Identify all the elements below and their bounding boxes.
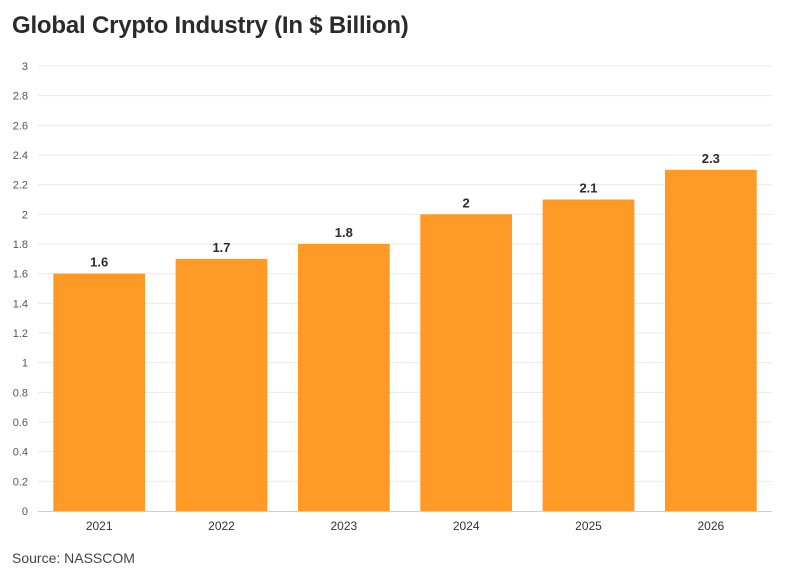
bar-2021 [53, 273, 146, 511]
bar-2022 [175, 258, 268, 511]
x-tick-label: 2021 [86, 519, 113, 533]
y-tick-label: 0.2 [13, 476, 28, 488]
y-tick-label: 0.8 [13, 387, 28, 399]
y-tick-label: 1.8 [13, 239, 28, 251]
y-tick-label: 2 [22, 209, 28, 221]
y-tick-label: 1.2 [13, 328, 28, 340]
y-tick-label: 1.4 [13, 298, 28, 310]
y-tick-label: 0 [22, 506, 28, 518]
y-tick-label: 2.6 [13, 120, 28, 132]
bar-2023 [297, 244, 390, 511]
x-tick-label: 2026 [697, 519, 724, 533]
chart-title: Global Crypto Industry (In $ Billion) [12, 12, 409, 39]
y-tick-label: 0.4 [13, 447, 28, 459]
data-label: 2 [463, 195, 470, 210]
bar-2026 [664, 169, 757, 512]
x-tick-label: 2025 [575, 519, 602, 533]
y-tick-label: 0.6 [13, 417, 28, 429]
bars [53, 169, 757, 512]
y-tick-label: 2.4 [13, 150, 28, 162]
y-tick-label: 2.2 [13, 180, 28, 192]
y-tick-label: 1.6 [13, 269, 28, 281]
data-label: 2.3 [702, 151, 720, 166]
y-tick-label: 2.8 [13, 91, 28, 103]
data-label: 1.8 [335, 225, 353, 240]
y-tick-label: 3 [22, 61, 28, 73]
bar-2025 [542, 199, 635, 511]
x-tick-label: 2023 [330, 519, 357, 533]
x-tick-label: 2024 [453, 519, 480, 533]
data-label: 1.6 [90, 255, 108, 270]
source-note: Source: NASSCOM [12, 550, 135, 566]
y-tick-label: 1 [22, 358, 28, 370]
data-label: 1.7 [212, 240, 230, 255]
data-label: 2.1 [579, 181, 597, 196]
bar-2024 [420, 214, 513, 512]
gridlines [38, 65, 772, 482]
y-axis-ticks: 0 0.2 0.4 0.6 0.8 1 1.2 1.4 1.6 1.8 2 2.2 2.4 2.6 2.8 3 [13, 61, 28, 518]
x-tick-label: 2022 [208, 519, 235, 533]
x-axis-ticks: 2021 2022 2023 2024 2025 2026 [86, 519, 725, 533]
data-labels: 1.6 1.7 1.8 2 2.1 2.3 [90, 151, 720, 270]
